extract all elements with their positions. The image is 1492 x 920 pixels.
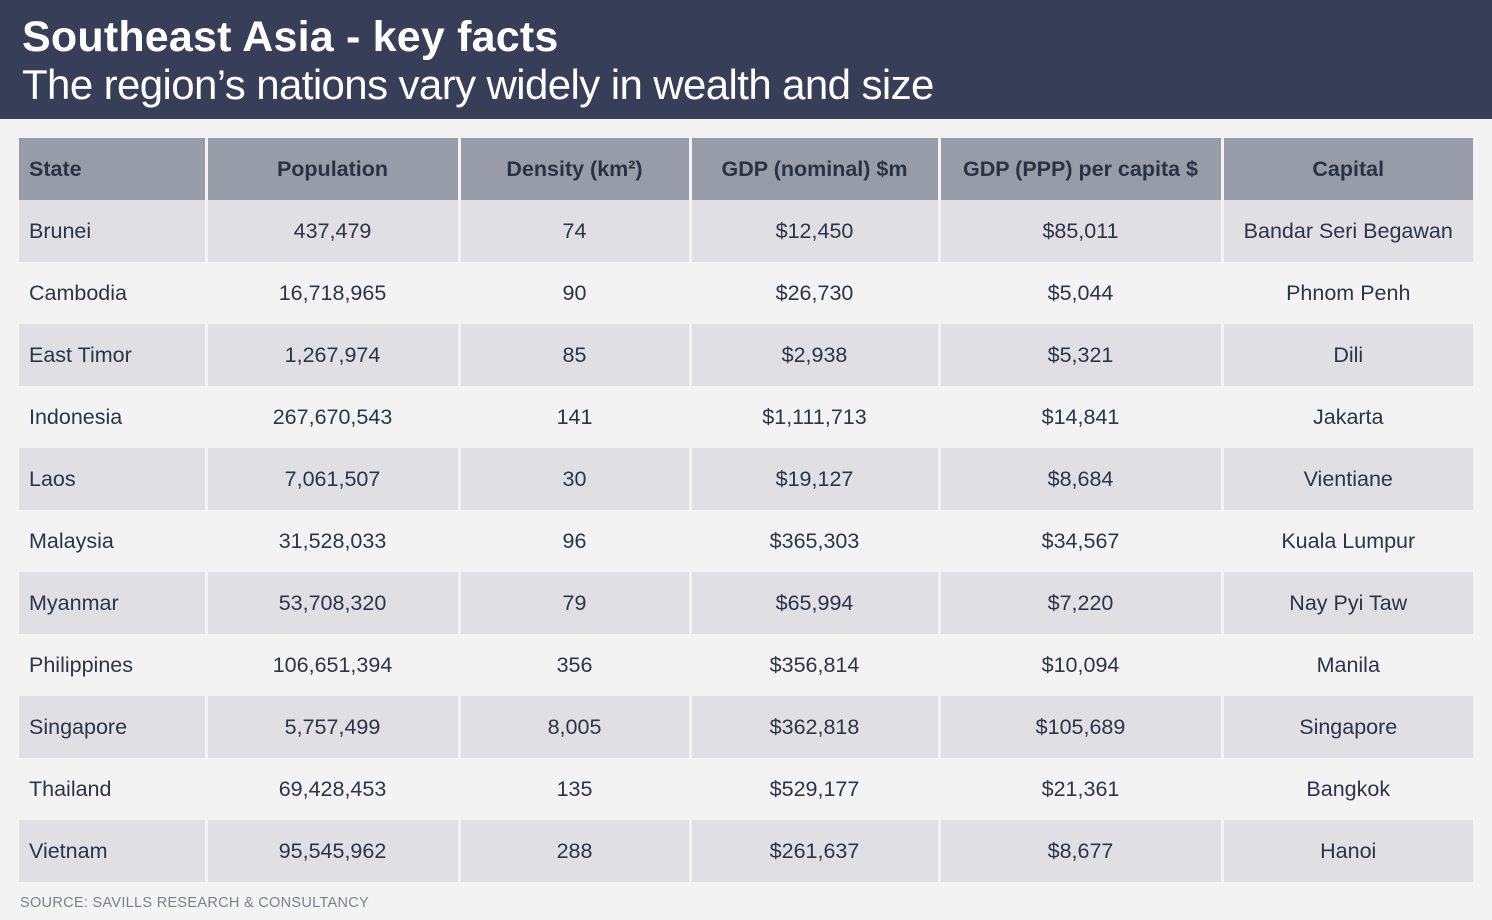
cell-state: Brunei bbox=[19, 200, 206, 262]
column-header-capital: Capital bbox=[1220, 138, 1473, 200]
table-row: Indonesia 267,670,543 141 $1,111,713 $14… bbox=[19, 386, 1473, 448]
cell-density: 90 bbox=[457, 262, 690, 324]
cell-gdp-nominal: $261,637 bbox=[688, 820, 939, 882]
cell-state: Myanmar bbox=[19, 572, 206, 634]
cell-population: 53,708,320 bbox=[204, 572, 459, 634]
cell-gdp-nominal: $12,450 bbox=[688, 200, 939, 262]
table-row: Philippines 106,651,394 356 $356,814 $10… bbox=[19, 634, 1473, 696]
cell-capital: Kuala Lumpur bbox=[1220, 510, 1473, 572]
cell-gdp-nominal: $2,938 bbox=[688, 324, 939, 386]
cell-population: 7,061,507 bbox=[204, 448, 459, 510]
cell-gdp-ppp: $21,361 bbox=[937, 758, 1222, 820]
table-row: Thailand 69,428,453 135 $529,177 $21,361… bbox=[19, 758, 1473, 820]
cell-gdp-ppp: $34,567 bbox=[937, 510, 1222, 572]
cell-capital: Singapore bbox=[1220, 696, 1473, 758]
cell-population: 95,545,962 bbox=[204, 820, 459, 882]
table-row: Singapore 5,757,499 8,005 $362,818 $105,… bbox=[19, 696, 1473, 758]
cell-state: Malaysia bbox=[19, 510, 206, 572]
cell-capital: Vientiane bbox=[1220, 448, 1473, 510]
cell-state: Indonesia bbox=[19, 386, 206, 448]
cell-population: 267,670,543 bbox=[204, 386, 459, 448]
cell-state: Laos bbox=[19, 448, 206, 510]
cell-gdp-nominal: $65,994 bbox=[688, 572, 939, 634]
cell-gdp-ppp: $5,321 bbox=[937, 324, 1222, 386]
column-header-density: Density (km²) bbox=[457, 138, 690, 200]
cell-capital: Phnom Penh bbox=[1220, 262, 1473, 324]
cell-capital: Nay Pyi Taw bbox=[1220, 572, 1473, 634]
cell-gdp-nominal: $26,730 bbox=[688, 262, 939, 324]
cell-density: 96 bbox=[457, 510, 690, 572]
cell-density: 85 bbox=[457, 324, 690, 386]
cell-gdp-ppp: $14,841 bbox=[937, 386, 1222, 448]
cell-state: Philippines bbox=[19, 634, 206, 696]
column-header-gdp-nominal: GDP (nominal) $m bbox=[688, 138, 939, 200]
cell-capital: Manila bbox=[1220, 634, 1473, 696]
cell-density: 74 bbox=[457, 200, 690, 262]
cell-state: Vietnam bbox=[19, 820, 206, 882]
key-facts-table: State Population Density (km²) GDP (nomi… bbox=[19, 138, 1473, 882]
cell-capital: Dili bbox=[1220, 324, 1473, 386]
cell-state: Cambodia bbox=[19, 262, 206, 324]
page-subtitle: The region’s nations vary widely in weal… bbox=[22, 61, 934, 108]
cell-gdp-nominal: $362,818 bbox=[688, 696, 939, 758]
cell-gdp-nominal: $365,303 bbox=[688, 510, 939, 572]
cell-gdp-ppp: $8,684 bbox=[937, 448, 1222, 510]
cell-population: 1,267,974 bbox=[204, 324, 459, 386]
table-row: Laos 7,061,507 30 $19,127 $8,684 Vientia… bbox=[19, 448, 1473, 510]
header-banner: Southeast Asia - key facts The region’s … bbox=[0, 0, 1492, 119]
cell-density: 288 bbox=[457, 820, 690, 882]
cell-density: 79 bbox=[457, 572, 690, 634]
source-note: SOURCE: SAVILLS RESEARCH & CONSULTANCY bbox=[20, 895, 370, 911]
cell-gdp-nominal: $529,177 bbox=[688, 758, 939, 820]
column-header-gdp-ppp: GDP (PPP) per capita $ bbox=[937, 138, 1222, 200]
table-row: Myanmar 53,708,320 79 $65,994 $7,220 Nay… bbox=[19, 572, 1473, 634]
cell-population: 437,479 bbox=[204, 200, 459, 262]
column-header-state: State bbox=[19, 138, 206, 200]
cell-population: 69,428,453 bbox=[204, 758, 459, 820]
table-row: Malaysia 31,528,033 96 $365,303 $34,567 … bbox=[19, 510, 1473, 572]
cell-density: 8,005 bbox=[457, 696, 690, 758]
cell-gdp-nominal: $356,814 bbox=[688, 634, 939, 696]
column-header-population: Population bbox=[204, 138, 459, 200]
cell-population: 16,718,965 bbox=[204, 262, 459, 324]
table-header-row: State Population Density (km²) GDP (nomi… bbox=[19, 138, 1473, 200]
table-row: Cambodia 16,718,965 90 $26,730 $5,044 Ph… bbox=[19, 262, 1473, 324]
cell-gdp-nominal: $1,111,713 bbox=[688, 386, 939, 448]
cell-gdp-ppp: $105,689 bbox=[937, 696, 1222, 758]
cell-gdp-ppp: $8,677 bbox=[937, 820, 1222, 882]
cell-capital: Bangkok bbox=[1220, 758, 1473, 820]
cell-capital: Bandar Seri Begawan bbox=[1220, 200, 1473, 262]
cell-population: 31,528,033 bbox=[204, 510, 459, 572]
cell-population: 106,651,394 bbox=[204, 634, 459, 696]
cell-density: 356 bbox=[457, 634, 690, 696]
cell-density: 135 bbox=[457, 758, 690, 820]
table-row: Vietnam 95,545,962 288 $261,637 $8,677 H… bbox=[19, 820, 1473, 882]
cell-gdp-ppp: $7,220 bbox=[937, 572, 1222, 634]
cell-population: 5,757,499 bbox=[204, 696, 459, 758]
cell-gdp-ppp: $5,044 bbox=[937, 262, 1222, 324]
cell-capital: Hanoi bbox=[1220, 820, 1473, 882]
cell-density: 141 bbox=[457, 386, 690, 448]
cell-state: Singapore bbox=[19, 696, 206, 758]
cell-state: Thailand bbox=[19, 758, 206, 820]
table-row: East Timor 1,267,974 85 $2,938 $5,321 Di… bbox=[19, 324, 1473, 386]
page-title: Southeast Asia - key facts bbox=[22, 13, 559, 61]
cell-gdp-ppp: $10,094 bbox=[937, 634, 1222, 696]
cell-gdp-ppp: $85,011 bbox=[937, 200, 1222, 262]
cell-state: East Timor bbox=[19, 324, 206, 386]
cell-density: 30 bbox=[457, 448, 690, 510]
cell-capital: Jakarta bbox=[1220, 386, 1473, 448]
table-row: Brunei 437,479 74 $12,450 $85,011 Bandar… bbox=[19, 200, 1473, 262]
cell-gdp-nominal: $19,127 bbox=[688, 448, 939, 510]
